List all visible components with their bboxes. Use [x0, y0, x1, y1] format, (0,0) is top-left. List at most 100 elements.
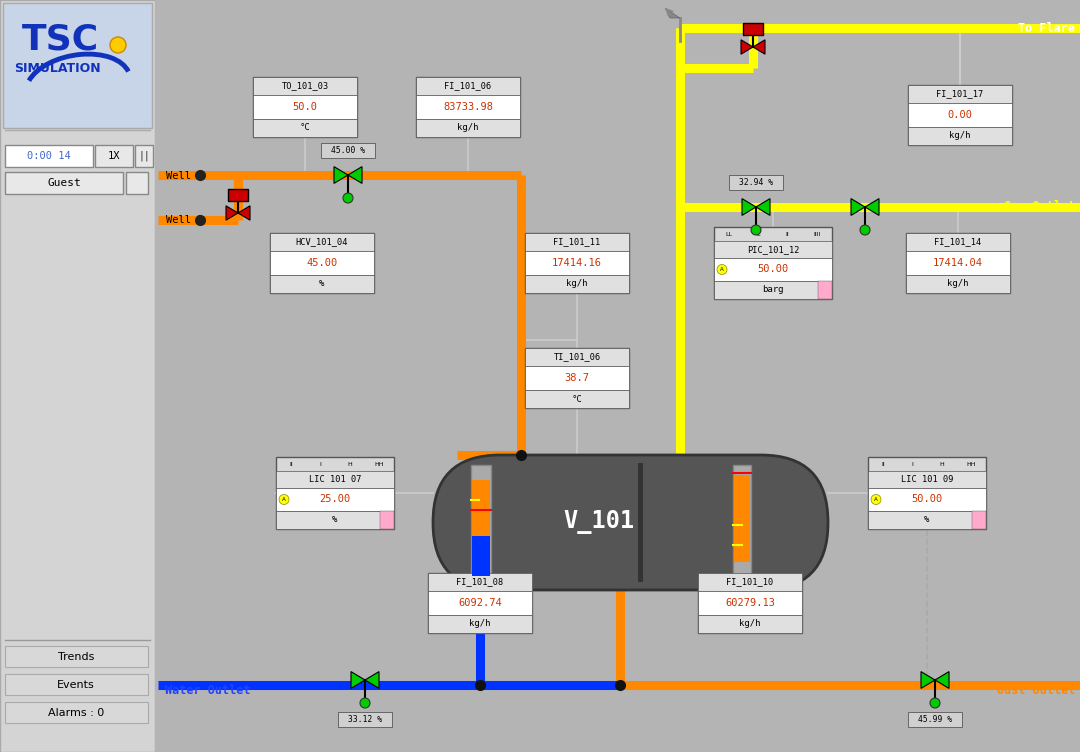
Text: Gas Outlet: Gas Outlet	[1003, 201, 1075, 214]
Text: 1X: 1X	[108, 151, 120, 161]
FancyBboxPatch shape	[906, 233, 1010, 251]
Text: kg/h: kg/h	[739, 620, 760, 629]
Text: Water Outlet: Water Outlet	[165, 684, 251, 696]
Circle shape	[279, 495, 289, 505]
Text: 45.99 %: 45.99 %	[918, 715, 953, 724]
Text: 45.00 %: 45.00 %	[330, 146, 365, 155]
FancyBboxPatch shape	[428, 591, 532, 615]
FancyBboxPatch shape	[868, 488, 986, 511]
FancyBboxPatch shape	[5, 145, 93, 167]
FancyBboxPatch shape	[270, 251, 374, 275]
FancyBboxPatch shape	[698, 573, 802, 633]
Polygon shape	[756, 199, 770, 215]
Text: 83733.98: 83733.98	[443, 102, 492, 112]
FancyBboxPatch shape	[416, 77, 519, 95]
FancyBboxPatch shape	[908, 103, 1012, 127]
FancyBboxPatch shape	[818, 281, 832, 299]
Text: PIC_101_12: PIC_101_12	[746, 245, 799, 254]
Circle shape	[360, 698, 370, 708]
FancyBboxPatch shape	[698, 615, 802, 633]
Text: Trends: Trends	[58, 652, 94, 662]
FancyBboxPatch shape	[714, 227, 832, 299]
FancyBboxPatch shape	[906, 251, 1010, 275]
FancyBboxPatch shape	[276, 471, 394, 488]
Text: H: H	[940, 462, 944, 466]
Text: HH: HH	[375, 462, 384, 466]
Polygon shape	[226, 206, 238, 220]
FancyBboxPatch shape	[5, 172, 123, 194]
FancyBboxPatch shape	[525, 366, 629, 390]
Text: L: L	[756, 232, 760, 236]
Polygon shape	[365, 672, 379, 688]
FancyBboxPatch shape	[734, 475, 750, 562]
FancyBboxPatch shape	[638, 463, 643, 582]
Text: %: %	[333, 516, 338, 524]
FancyBboxPatch shape	[270, 233, 374, 293]
Text: 33.12 %: 33.12 %	[348, 715, 382, 724]
Text: ||: ||	[138, 150, 150, 161]
FancyBboxPatch shape	[0, 0, 156, 752]
FancyBboxPatch shape	[906, 233, 1010, 293]
Text: Well 2: Well 2	[166, 215, 203, 225]
Text: 45.00: 45.00	[307, 258, 338, 268]
Text: II: II	[957, 88, 963, 98]
FancyBboxPatch shape	[525, 275, 629, 293]
Polygon shape	[935, 672, 949, 688]
Polygon shape	[851, 199, 865, 215]
Text: 32.94 %: 32.94 %	[739, 178, 773, 187]
Text: 17414.16: 17414.16	[552, 258, 602, 268]
Text: A: A	[874, 497, 878, 502]
FancyBboxPatch shape	[743, 23, 762, 35]
Text: 0:00 14: 0:00 14	[27, 151, 71, 161]
Text: kg/h: kg/h	[949, 132, 971, 141]
FancyBboxPatch shape	[276, 457, 394, 529]
Polygon shape	[348, 167, 362, 183]
FancyBboxPatch shape	[729, 175, 783, 190]
FancyBboxPatch shape	[525, 390, 629, 408]
FancyBboxPatch shape	[428, 573, 532, 633]
Text: FI_101_10: FI_101_10	[727, 578, 773, 587]
Text: IIII: IIII	[813, 232, 821, 236]
FancyBboxPatch shape	[270, 275, 374, 293]
Polygon shape	[742, 199, 756, 215]
FancyBboxPatch shape	[416, 119, 519, 137]
FancyBboxPatch shape	[472, 480, 490, 536]
Text: Well 1: Well 1	[166, 171, 203, 181]
Text: FI_101_14: FI_101_14	[934, 238, 982, 247]
Polygon shape	[741, 40, 753, 54]
Text: 17414.04: 17414.04	[933, 258, 983, 268]
FancyBboxPatch shape	[135, 145, 153, 167]
Text: I: I	[320, 462, 321, 466]
Text: FI_101_08: FI_101_08	[457, 578, 503, 587]
Text: kg/h: kg/h	[566, 280, 588, 289]
Circle shape	[343, 193, 353, 203]
FancyBboxPatch shape	[253, 119, 357, 137]
FancyBboxPatch shape	[276, 511, 394, 529]
FancyBboxPatch shape	[228, 189, 248, 201]
FancyBboxPatch shape	[908, 127, 1012, 145]
FancyBboxPatch shape	[525, 348, 629, 408]
FancyBboxPatch shape	[525, 233, 629, 251]
Polygon shape	[921, 672, 935, 688]
Text: 50.00: 50.00	[757, 265, 788, 274]
FancyBboxPatch shape	[428, 615, 532, 633]
FancyBboxPatch shape	[908, 85, 1012, 103]
FancyBboxPatch shape	[698, 573, 802, 591]
Text: kg/h: kg/h	[947, 280, 969, 289]
Text: LIC 101 09: LIC 101 09	[901, 475, 954, 484]
Text: %: %	[320, 280, 325, 289]
Text: To Flare: To Flare	[1018, 22, 1075, 35]
FancyBboxPatch shape	[253, 77, 357, 95]
Text: 25.00: 25.00	[320, 495, 351, 505]
Text: 50.0: 50.0	[293, 102, 318, 112]
Polygon shape	[666, 9, 680, 18]
FancyBboxPatch shape	[471, 465, 491, 580]
Text: FI_101_17: FI_101_17	[936, 89, 984, 99]
Polygon shape	[238, 206, 249, 220]
FancyBboxPatch shape	[433, 455, 828, 590]
FancyBboxPatch shape	[270, 233, 374, 251]
Text: °C: °C	[299, 123, 310, 132]
Text: °C: °C	[571, 395, 582, 404]
FancyBboxPatch shape	[95, 145, 133, 167]
Circle shape	[110, 37, 126, 53]
